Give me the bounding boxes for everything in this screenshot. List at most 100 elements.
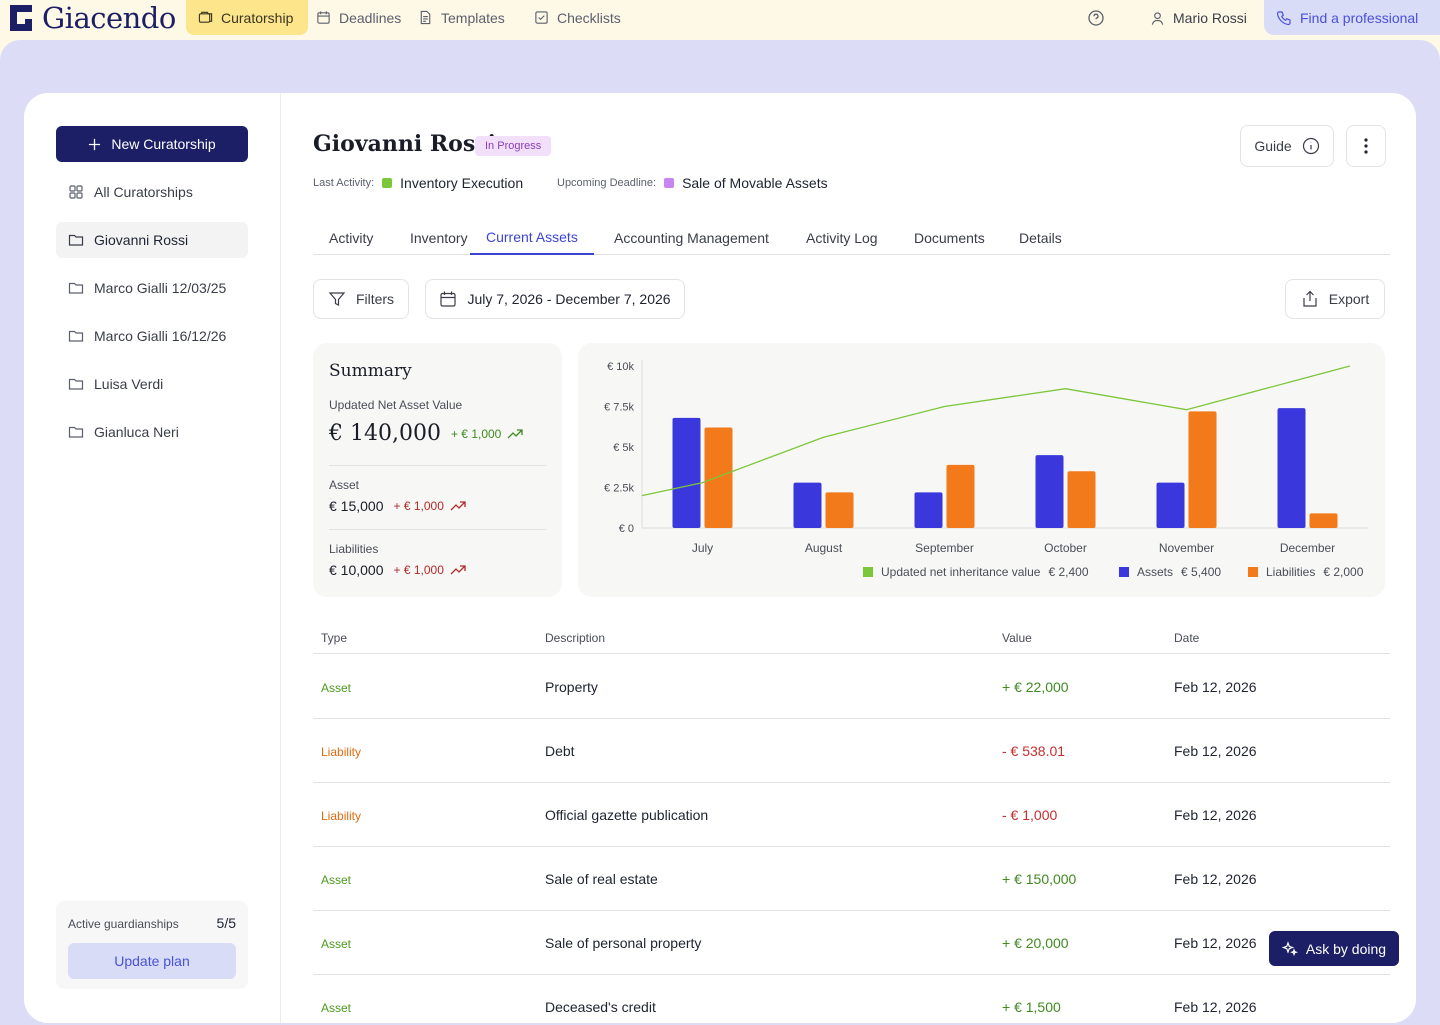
bar-assets[interactable] — [672, 417, 701, 528]
trend-up-icon — [450, 501, 466, 511]
phone-icon — [1276, 10, 1291, 25]
nav-deadlines[interactable]: Deadlines — [304, 0, 413, 35]
sidebar-item-marco-gialli-2[interactable]: Marco Gialli 16/12/26 — [56, 318, 248, 354]
cell-date: Feb 12, 2026 — [1174, 679, 1257, 695]
tab-details[interactable]: Details — [1019, 230, 1062, 246]
sidebar-item-luisa-verdi[interactable]: Luisa Verdi — [56, 366, 248, 402]
legend-value: € 2,000 — [1323, 565, 1364, 579]
bar-liabilities[interactable] — [704, 427, 733, 528]
table-row[interactable]: Asset Property + € 22,000 Feb 12, 2026 — [313, 655, 1390, 719]
update-plan-button[interactable]: Update plan — [68, 943, 236, 979]
cell-description: Sale of real estate — [545, 871, 658, 887]
bar-assets[interactable] — [914, 492, 943, 528]
date-range-picker[interactable]: July 7, 2026 - December 7, 2026 — [425, 279, 685, 319]
sidebar-item-giovanni-rossi[interactable]: Giovanni Rossi — [56, 222, 248, 258]
table-header: Type Description Value Date — [313, 623, 1390, 654]
filters-button[interactable]: Filters — [313, 279, 409, 319]
bar-assets[interactable] — [1156, 482, 1185, 528]
bar-assets[interactable] — [1277, 408, 1306, 528]
legend-label: Assets — [1137, 565, 1174, 579]
bar-assets[interactable] — [793, 482, 822, 528]
bar-liabilities[interactable] — [946, 464, 975, 528]
app-frame: New Curatorship All Curatorships Giovann… — [0, 40, 1440, 1025]
legend-label: Updated net inheritance value — [881, 565, 1041, 579]
status-badge: In Progress — [475, 136, 552, 156]
tab-accounting-management[interactable]: Accounting Management — [614, 230, 769, 246]
nav-templates-label: Templates — [441, 9, 505, 26]
liabilities-delta: + € 1,000 — [394, 563, 466, 577]
checklist-icon — [535, 11, 548, 24]
user-icon — [1151, 11, 1164, 25]
asset-row: € 15,000 + € 1,000 — [329, 498, 466, 514]
tab-documents[interactable]: Documents — [914, 230, 985, 246]
x-tick-label: October — [1044, 541, 1087, 555]
col-type: Type — [321, 631, 348, 645]
sidebar-item-gianluca-neri[interactable]: Gianluca Neri — [56, 414, 248, 450]
table-row[interactable]: Asset Sale of real estate + € 150,000 Feb 1… — [313, 847, 1390, 911]
nav-checklists[interactable]: Checklists — [522, 0, 633, 35]
guide-button[interactable]: Guide — [1240, 125, 1334, 167]
more-options-button[interactable] — [1346, 125, 1386, 167]
folder-icon — [68, 330, 84, 342]
legend-item: Liabilities € 2,000 — [1248, 565, 1363, 579]
upcoming-deadline-label: Upcoming Deadline: — [557, 177, 657, 189]
export-icon — [1303, 290, 1317, 307]
table-row[interactable]: Asset Deceased's credit + € 1,500 Feb 12, 2… — [313, 975, 1390, 1023]
tab-bar: Activity Inventory Current Assets Accoun… — [313, 221, 1390, 255]
tab-current-assets[interactable]: Current Assets — [470, 221, 594, 255]
table-row[interactable]: Asset Sale of personal property + € 20,000… — [313, 911, 1390, 975]
bar-liabilities[interactable] — [1188, 411, 1217, 528]
nav-curatorship[interactable]: Curatorship — [186, 0, 308, 35]
bar-liabilities[interactable] — [825, 492, 854, 528]
legend-item: Updated net inheritance value € 2,400 — [863, 565, 1089, 579]
upcoming-deadline-value: Sale of Movable Assets — [682, 175, 828, 191]
user-name: Mario Rossi — [1173, 10, 1247, 26]
cell-value: + € 20,000 — [1002, 935, 1069, 951]
divider — [329, 465, 546, 466]
table-row[interactable]: Liability Official gazette publication - €… — [313, 783, 1390, 847]
last-activity-label: Last Activity: — [313, 177, 375, 189]
legend-item: Assets € 5,400 — [1119, 565, 1221, 579]
cell-type: Asset — [321, 873, 352, 887]
sidebar-item-marco-gialli-1[interactable]: Marco Gialli 12/03/25 — [56, 270, 248, 306]
logo[interactable]: Giacendo — [8, 0, 176, 36]
tab-activity-log[interactable]: Activity Log — [806, 230, 878, 246]
sidebar-item-label: All Curatorships — [94, 184, 193, 200]
kebab-icon — [1364, 138, 1368, 154]
user-menu[interactable]: Mario Rossi — [1150, 0, 1247, 36]
legend-swatch — [863, 567, 873, 577]
find-professional-button[interactable]: Find a professional — [1264, 0, 1440, 35]
top-bar: Giacendo Curatorship Deadlines Templates… — [0, 0, 1440, 36]
y-tick-label: € 10k — [607, 361, 634, 373]
assets-chart: € 0 € 2.5k € 5k € 7.5k € 10k July August Septem… — [604, 360, 1368, 555]
summary-title: Summary — [329, 361, 412, 381]
sparkle-icon — [1281, 940, 1298, 956]
new-curatorship-button[interactable]: New Curatorship — [56, 126, 248, 162]
bar-liabilities[interactable] — [1309, 513, 1338, 528]
ask-by-doing-label: Ask by doing — [1305, 940, 1387, 957]
tab-inventory[interactable]: Inventory — [410, 230, 468, 246]
col-description: Description — [545, 631, 606, 645]
ask-by-doing-button[interactable]: Ask by doing — [1269, 931, 1399, 966]
cell-description: Debt — [545, 743, 575, 759]
page-title: Giovanni Rossi — [313, 131, 496, 157]
info-icon — [1302, 137, 1319, 155]
tab-activity[interactable]: Activity — [329, 230, 374, 246]
upcoming-deadline: Upcoming Deadline: Sale of Movable Asset… — [557, 175, 828, 191]
folder-icon — [68, 378, 84, 390]
help-icon[interactable] — [1086, 8, 1106, 28]
legend-value: € 2,400 — [1048, 565, 1089, 579]
export-button[interactable]: Export — [1285, 279, 1385, 319]
cell-type: Liability — [321, 745, 362, 759]
cell-value: + € 1,500 — [1002, 999, 1061, 1015]
line-net-inheritance-value — [641, 365, 1351, 497]
bar-liabilities[interactable] — [1067, 471, 1096, 528]
y-tick-label: € 0 — [619, 523, 634, 535]
bar-assets[interactable] — [1035, 455, 1064, 528]
sidebar-item-label: Giovanni Rossi — [94, 232, 189, 248]
document-icon — [420, 10, 431, 25]
nav-templates[interactable]: Templates — [406, 0, 517, 35]
sidebar-item-all[interactable]: All Curatorships — [56, 174, 248, 210]
table-row[interactable]: Liability Debt - € 538.01 Feb 12, 2026 — [313, 719, 1390, 783]
cell-type: Liability — [321, 809, 362, 823]
